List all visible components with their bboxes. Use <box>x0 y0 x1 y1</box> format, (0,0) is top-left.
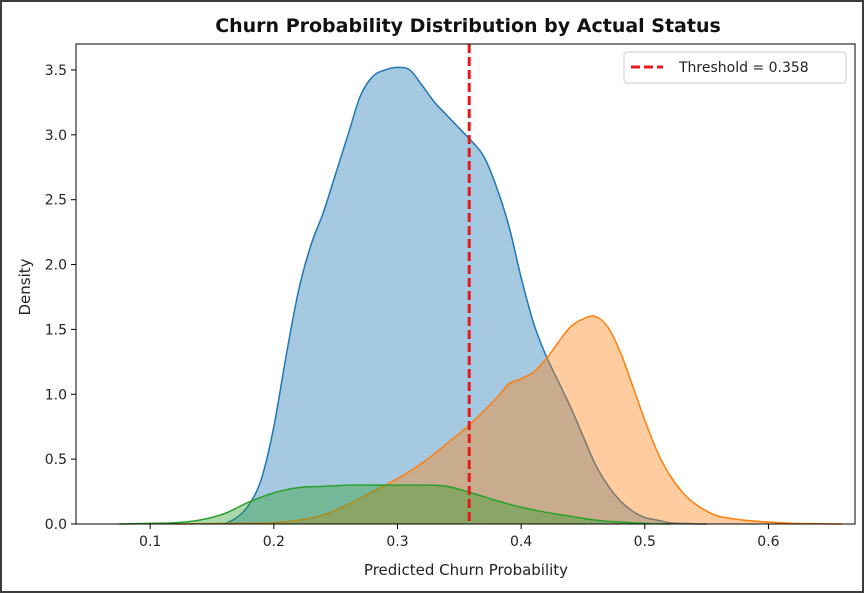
density-line-3 <box>119 484 670 525</box>
x-tick-label: 0.2 <box>263 534 285 550</box>
x-axis-label: Predicted Churn Probability <box>364 561 568 579</box>
y-axis-label: Density <box>16 258 34 315</box>
x-tick-label: 0.5 <box>634 534 656 550</box>
density-line-1 <box>224 66 707 525</box>
plot-area <box>75 43 856 525</box>
x-tick-label: 0.1 <box>139 534 161 550</box>
chart-title: Churn Probability Distribution by Actual… <box>215 15 721 37</box>
x-tick-label: 0.4 <box>510 534 532 550</box>
legend: Threshold = 0.358 <box>623 51 847 84</box>
density-series <box>119 66 843 525</box>
legend-threshold-label: Threshold = 0.358 <box>678 60 809 76</box>
y-tick-label: 2.5 <box>45 193 67 209</box>
density-area-3 <box>119 484 670 524</box>
legend-box <box>623 51 847 84</box>
x-tick-label: 0.6 <box>757 534 779 550</box>
y-tick-label: 3.0 <box>45 128 67 144</box>
y-tick-label: 0.5 <box>45 452 67 468</box>
density-line-2 <box>174 315 843 525</box>
density-area-2 <box>174 316 843 524</box>
y-tick-label: 2.0 <box>45 258 67 274</box>
y-axis: 0.0 0.5 1.0 1.5 2.0 2.5 3.0 3.5 <box>45 63 76 533</box>
y-tick-label: 1.5 <box>45 322 67 338</box>
x-axis: 0.1 0.2 0.3 0.4 0.5 0.6 <box>139 524 780 550</box>
y-tick-label: 0.0 <box>45 517 67 533</box>
x-tick-label: 0.3 <box>386 534 408 550</box>
y-tick-label: 3.5 <box>45 63 67 79</box>
density-area-1 <box>224 67 707 524</box>
y-tick-label: 1.0 <box>45 387 67 403</box>
